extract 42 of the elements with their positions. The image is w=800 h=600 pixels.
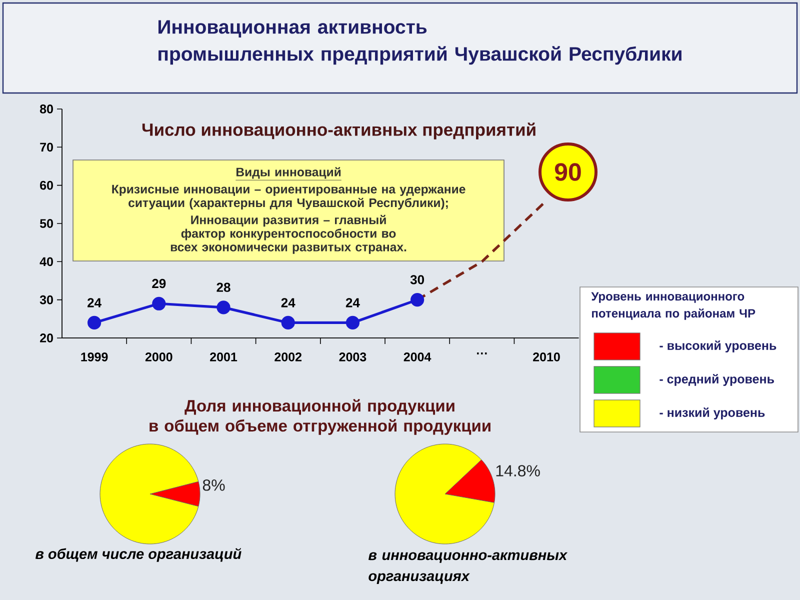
text: в инновационно-активных организациях <box>368 552 568 584</box>
category-label: - высокий уровень <box>660 340 776 352</box>
x-tick-label: 2003 <box>339 352 366 362</box>
data-label: 30 <box>410 275 424 284</box>
category-label: - низкий уровень <box>660 408 765 420</box>
point <box>88 316 102 330</box>
data-label: 24 <box>281 298 296 308</box>
text: Уровень инновационного потенциала по районам ЧР <box>591 292 756 320</box>
x-tick-label: 2002 <box>274 352 302 362</box>
data-label: 14.8% <box>496 465 540 476</box>
y-tick-label: 30 <box>40 295 53 304</box>
x-tick-label: 2004 <box>404 352 432 362</box>
data-label: 8% <box>202 479 225 491</box>
x-tick-label: … <box>477 352 487 354</box>
x-tick-label: 2010 <box>533 352 560 362</box>
y-tick-label: 80 <box>40 104 53 114</box>
y-tick-label: 70 <box>40 142 53 152</box>
annotation: Инновации развития – главный фактор конкурентоспособности во всех экономически развитых странах. <box>170 214 406 254</box>
point <box>281 316 295 330</box>
x-tick-label: 1999 <box>81 352 108 362</box>
text: Число инновационно-активных предприятий <box>142 122 536 140</box>
annotation: Виды инноваций <box>236 167 341 179</box>
annotation: 90 <box>554 163 581 181</box>
annotation: Кризисные инновации – ориентированные на удержание ситуации (характерны для Чувашской Республики); <box>112 184 466 210</box>
point <box>216 300 230 314</box>
point <box>410 293 424 307</box>
category-label: - средний уровень <box>660 374 774 386</box>
point <box>152 296 166 310</box>
x-tick-label: 2000 <box>145 352 172 362</box>
y-tick-label: 40 <box>40 257 53 266</box>
y-tick-label: 50 <box>40 219 53 228</box>
chart-title: Инновационная активность промышленных предприятий Чувашской Республики <box>158 20 682 65</box>
text: Доля инновационной продукции в общем объеме отгруженной продукции <box>150 399 490 435</box>
text: в общем числе организаций <box>35 548 242 562</box>
data-label: 24 <box>88 298 102 308</box>
x-tick-label: 2001 <box>210 352 238 362</box>
y-tick-label: 20 <box>40 334 53 342</box>
data-label: 29 <box>152 278 166 288</box>
data-label: 28 <box>216 282 230 292</box>
point <box>346 316 360 330</box>
data-label: 24 <box>346 298 360 308</box>
y-tick-label: 60 <box>40 180 53 190</box>
